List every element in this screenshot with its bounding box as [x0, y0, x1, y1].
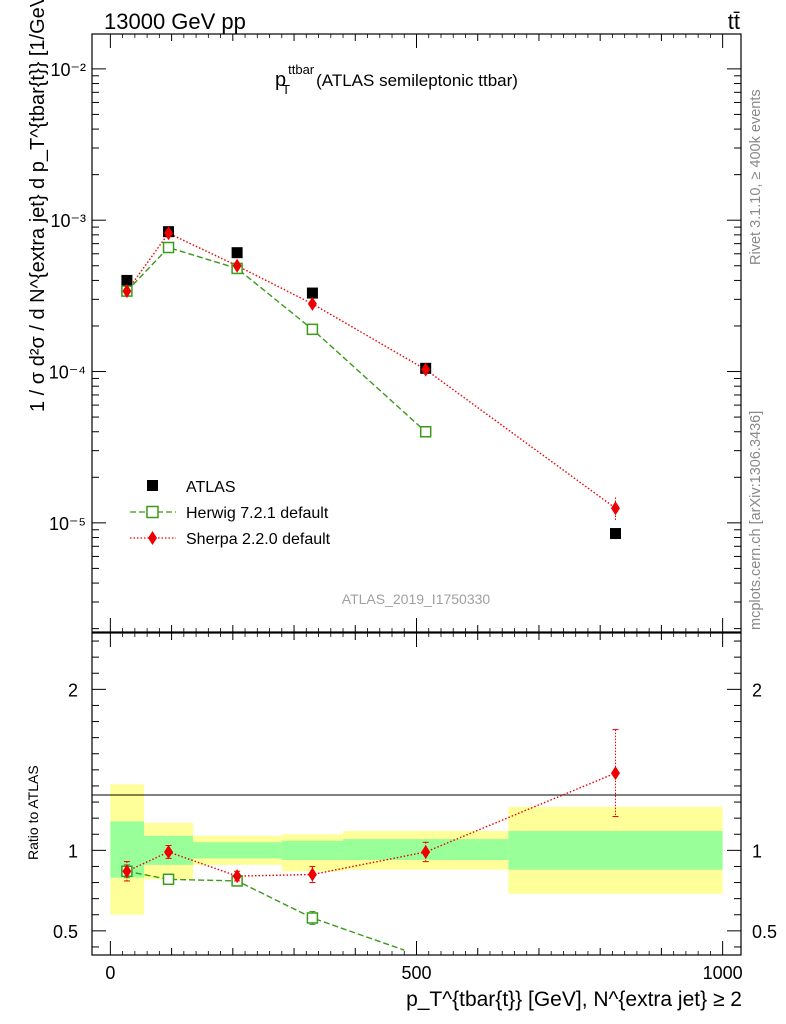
main-panel: 10⁻⁵ 10⁻⁴ 10⁻³ 10⁻²: [49, 33, 742, 633]
ratio-band-inner: [193, 842, 282, 859]
sherpa-point: [307, 296, 317, 311]
sherpa-ratio-point: [307, 867, 317, 882]
atlas-point: [121, 274, 133, 286]
legend: ATLAS Herwig 7.2.1 default Sherpa 2.2.0 …: [130, 479, 331, 548]
herwig-line: [126, 246, 427, 433]
main-axes: 10⁻⁵ 10⁻⁴ 10⁻³ 10⁻²: [49, 34, 741, 632]
x-tick-label: 1000: [703, 963, 743, 983]
ratio-band-inner: [281, 840, 344, 861]
process-label: tt̄: [728, 9, 740, 34]
main-plot-content: [121, 226, 621, 540]
x-tick-label: 500: [401, 963, 431, 983]
main-y-tick-label: 10⁻⁴: [49, 363, 86, 383]
main-y-tick-label: 10⁻³: [50, 211, 86, 231]
legend-atlas-marker: [147, 480, 158, 491]
rivet-label: Rivet 3.1.10, ≥ 400k events: [748, 89, 764, 265]
sherpa-ratio-point: [232, 869, 242, 884]
x-tick-label: 0: [105, 963, 115, 983]
ratio-y-tick-label-right: 0.5: [752, 922, 777, 942]
main-y-tick-label: 10⁻⁵: [49, 514, 86, 534]
ratio-axes: 0.5 0.5 1 1 2 2 0 500 1000: [53, 633, 777, 983]
sherpa-ratio-point: [421, 844, 431, 859]
plot-title-sub: T: [282, 82, 290, 97]
herwig-point: [162, 241, 175, 254]
sherpa-ratio-line: [126, 772, 616, 877]
ratio-y-tick-label: 2: [68, 680, 78, 700]
energy-label: 13000 GeV pp: [104, 9, 246, 34]
sherpa-point: [122, 284, 132, 299]
ratio-plot-content: [121, 729, 620, 951]
plot-title-rest: (ATLAS semileptonic ttbar): [316, 71, 518, 90]
herwig-point: [306, 323, 319, 336]
main-y-axis-label: 1 / σ d²σ / d N^{extra jet} d p_T^{tbar{…: [27, 0, 49, 412]
herwig-ratio-point: [306, 912, 319, 924]
sherpa-ratio-point: [122, 864, 132, 879]
sherpa-point: [421, 362, 431, 377]
ratio-y-axis-label: Ratio to ATLAS: [25, 765, 41, 860]
sherpa-line: [126, 232, 616, 509]
legend-herwig-marker: [146, 505, 159, 519]
atlas-point: [609, 528, 621, 540]
ratio-y-tick-label-right: 1: [752, 841, 762, 861]
x-axis-label: p_T^{tbar{t}} [GeV], N^{extra jet} ≥ 2: [406, 988, 742, 1011]
herwig-ratio-point: [162, 873, 175, 886]
sherpa-point: [164, 226, 174, 241]
ratio-uncertainty-bands: [110, 784, 723, 915]
ratio-band-inner: [508, 831, 723, 870]
sherpa-ratio-point: [164, 844, 174, 859]
sherpa-point: [232, 258, 242, 273]
analysis-id: ATLAS_2019_I1750330: [342, 591, 491, 607]
ratio-frame: [91, 632, 742, 956]
ratio-y-tick-label: 1: [68, 841, 78, 861]
legend-sherpa-marker: [148, 531, 157, 545]
ratio-y-tick-label: 0.5: [53, 922, 78, 942]
source-label: mcplots.cern.ch [arXiv:1306.3436]: [748, 411, 764, 630]
plot-title-sup: ttbar: [288, 62, 315, 77]
plot-title: p ttbar T (ATLAS semileptonic ttbar): [275, 62, 518, 97]
ratio-panel: 0.5 0.5 1 1 2 2 0 500 1000: [53, 632, 777, 983]
legend-atlas-label: ATLAS: [186, 479, 236, 496]
legend-herwig-label: Herwig 7.2.1 default: [186, 505, 329, 522]
main-y-tick-label: 10⁻²: [50, 60, 86, 80]
ratio-y-tick-label-right: 2: [752, 680, 762, 700]
herwig-point: [419, 425, 432, 438]
plot-title-main: p: [275, 69, 286, 91]
atlas-point: [231, 247, 243, 259]
legend-sherpa-label: Sherpa 2.2.0 default: [186, 531, 331, 548]
sherpa-ratio-point: [610, 766, 620, 781]
atlas-point: [306, 287, 318, 299]
sherpa-point: [610, 501, 620, 516]
